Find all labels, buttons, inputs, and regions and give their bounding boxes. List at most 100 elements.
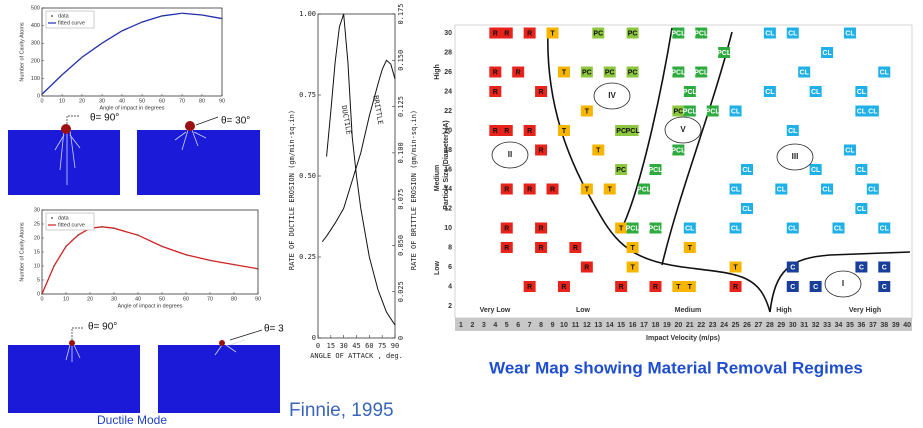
- y-category: Low: [434, 260, 441, 275]
- regime-label: CL: [845, 147, 855, 154]
- region-label: I: [842, 279, 844, 288]
- regime-label: PCL: [683, 108, 698, 115]
- regime-label: R: [733, 284, 738, 291]
- y-tick-label: 0: [37, 291, 40, 297]
- x-tick-label: 39: [892, 322, 900, 329]
- angle-guide: [67, 116, 80, 124]
- regime-label: R: [493, 69, 498, 76]
- regime-label: CL: [788, 225, 798, 232]
- regime-label: PCL: [626, 128, 641, 135]
- regime-label: PC: [616, 167, 626, 174]
- data-point: [161, 15, 163, 17]
- x-axis-label: ANGLE OF ATTACK , deg.: [310, 352, 403, 360]
- x-tick-label: 45: [352, 342, 360, 350]
- regime-label: CL: [742, 206, 752, 213]
- data-point: [201, 14, 203, 16]
- regime-label: R: [493, 89, 498, 96]
- data-point: [77, 234, 79, 236]
- data-point: [41, 93, 43, 95]
- regime-label: CL: [880, 69, 890, 76]
- regime-label: CL: [857, 108, 867, 115]
- slide: θ= 90° θ= 30° θ= 90° θ= 3 Ductile Mode F…: [0, 0, 923, 428]
- x-tick-label: 37: [869, 322, 877, 329]
- regime-label: CL: [788, 30, 798, 37]
- x-tick-label: 35: [846, 322, 854, 329]
- regime-label: R: [504, 225, 509, 232]
- x-tick-label: 40: [903, 322, 911, 329]
- regime-label: R: [527, 186, 532, 193]
- regime-label: R: [550, 186, 555, 193]
- x-tick-label: 90: [255, 296, 261, 302]
- x-tick-label: 60: [365, 342, 373, 350]
- x-tick-label: 20: [674, 322, 682, 329]
- regime-label: PCL: [637, 186, 652, 193]
- regime-label: T: [585, 186, 590, 193]
- y-tick-label: 25: [34, 221, 40, 227]
- y-tick-label: 0: [37, 93, 40, 99]
- x-tick-label: 0: [316, 342, 320, 350]
- y-tick-label: 0.50: [299, 172, 316, 180]
- projectile: [219, 340, 225, 346]
- x-tick-label: 9: [551, 322, 555, 329]
- y2-tick-label: 0.175: [397, 3, 405, 24]
- regime-label: R: [573, 245, 578, 252]
- regime-label: PCL: [694, 69, 709, 76]
- x-tick-label: 19: [663, 322, 671, 329]
- x-tick-label: 24: [720, 322, 728, 329]
- x-tick-label: 22: [697, 322, 705, 329]
- data-point: [41, 293, 43, 295]
- x-tick-label: 10: [59, 98, 65, 104]
- erosion-curve: [327, 14, 395, 325]
- regime-label: R: [539, 225, 544, 232]
- regime-label: CL: [685, 225, 695, 232]
- x-axis-label: Angle of impact in degrees: [117, 303, 182, 309]
- y-category: Medium: [434, 165, 441, 191]
- regime-label: PC: [582, 69, 592, 76]
- caption: Ductile Mode: [97, 413, 167, 427]
- y2-tick-label: 0.075: [397, 189, 405, 210]
- x-tick-label: 0: [40, 98, 43, 104]
- x-tick-label: 80: [199, 98, 205, 104]
- regime-label: CL: [742, 167, 752, 174]
- y-tick-label: 24: [444, 88, 452, 95]
- y-tick-label: 26: [444, 69, 452, 76]
- x-tick-label: 13: [594, 322, 602, 329]
- x-tick-label: 34: [835, 322, 843, 329]
- regime-label: CL: [731, 225, 741, 232]
- x-tick-label: 70: [179, 98, 185, 104]
- x-tick-label: 50: [159, 296, 165, 302]
- regime-label: T: [630, 245, 635, 252]
- y-tick-label: 500: [31, 5, 40, 11]
- x-category: Low: [576, 307, 591, 314]
- regime-label: PC: [616, 128, 626, 135]
- data-point: [221, 18, 223, 20]
- x-tick-label: 10: [63, 296, 69, 302]
- data-point: [257, 268, 259, 270]
- x-tick-label: 36: [858, 322, 866, 329]
- regime-label: CL: [857, 167, 867, 174]
- regime-label: R: [527, 128, 532, 135]
- regime-label: CL: [834, 225, 844, 232]
- regime-label: R: [527, 284, 532, 291]
- y2-tick-label: 0.100: [397, 142, 405, 163]
- regime-label: PC: [673, 108, 683, 115]
- regime-label: T: [688, 245, 693, 252]
- regime-label: PCL: [717, 50, 732, 57]
- x-tick-label: 21: [686, 322, 694, 329]
- regime-label: C: [882, 264, 887, 271]
- y2-tick-label: 0.050: [397, 235, 405, 256]
- regime-label: R: [539, 147, 544, 154]
- x-tick-label: 90: [219, 98, 225, 104]
- x-tick-label: 15: [327, 342, 335, 350]
- x-tick-label: 31: [800, 322, 808, 329]
- x-tick-label: 7: [528, 322, 532, 329]
- impact-block: [8, 130, 120, 195]
- x-tick-label: 90: [391, 342, 399, 350]
- y-tick-label: 0: [312, 334, 316, 342]
- regime-label: CL: [845, 30, 855, 37]
- data-point: [141, 21, 143, 23]
- regime-label: PCL: [683, 89, 698, 96]
- data-point: [53, 265, 55, 267]
- x-tick-label: 5: [505, 322, 509, 329]
- regime-label: R: [493, 30, 498, 37]
